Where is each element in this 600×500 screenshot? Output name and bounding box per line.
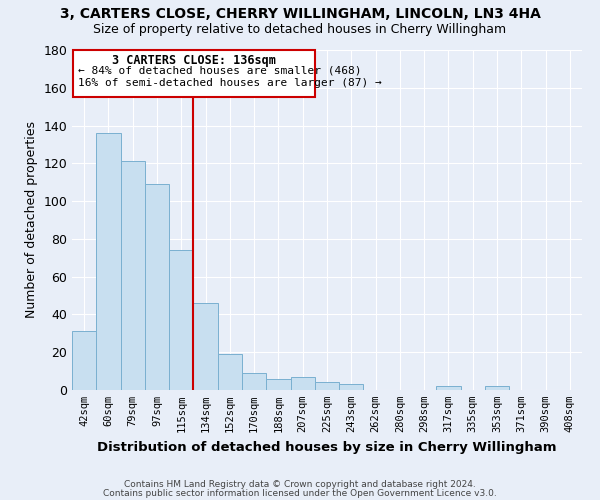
Bar [266, 378, 290, 390]
Text: Contains public sector information licensed under the Open Government Licence v3: Contains public sector information licen… [103, 488, 497, 498]
X-axis label: Distribution of detached houses by size in Cherry Willingham: Distribution of detached houses by size … [97, 440, 557, 454]
Bar [315, 382, 339, 390]
Bar [145, 184, 169, 390]
Bar [96, 133, 121, 390]
Bar [436, 386, 461, 390]
Bar [193, 303, 218, 390]
Text: Contains HM Land Registry data © Crown copyright and database right 2024.: Contains HM Land Registry data © Crown c… [124, 480, 476, 489]
Bar [72, 332, 96, 390]
Bar [169, 250, 193, 390]
Bar [218, 354, 242, 390]
Bar [290, 377, 315, 390]
Text: Size of property relative to detached houses in Cherry Willingham: Size of property relative to detached ho… [94, 22, 506, 36]
Text: 3, CARTERS CLOSE, CHERRY WILLINGHAM, LINCOLN, LN3 4HA: 3, CARTERS CLOSE, CHERRY WILLINGHAM, LIN… [59, 8, 541, 22]
Bar [242, 373, 266, 390]
Bar [485, 386, 509, 390]
Bar [339, 384, 364, 390]
Text: 16% of semi-detached houses are larger (87) →: 16% of semi-detached houses are larger (… [78, 78, 382, 88]
Bar [121, 162, 145, 390]
Text: ← 84% of detached houses are smaller (468): ← 84% of detached houses are smaller (46… [78, 65, 362, 75]
Y-axis label: Number of detached properties: Number of detached properties [25, 122, 38, 318]
FancyBboxPatch shape [73, 50, 315, 97]
Text: 3 CARTERS CLOSE: 136sqm: 3 CARTERS CLOSE: 136sqm [112, 54, 276, 67]
